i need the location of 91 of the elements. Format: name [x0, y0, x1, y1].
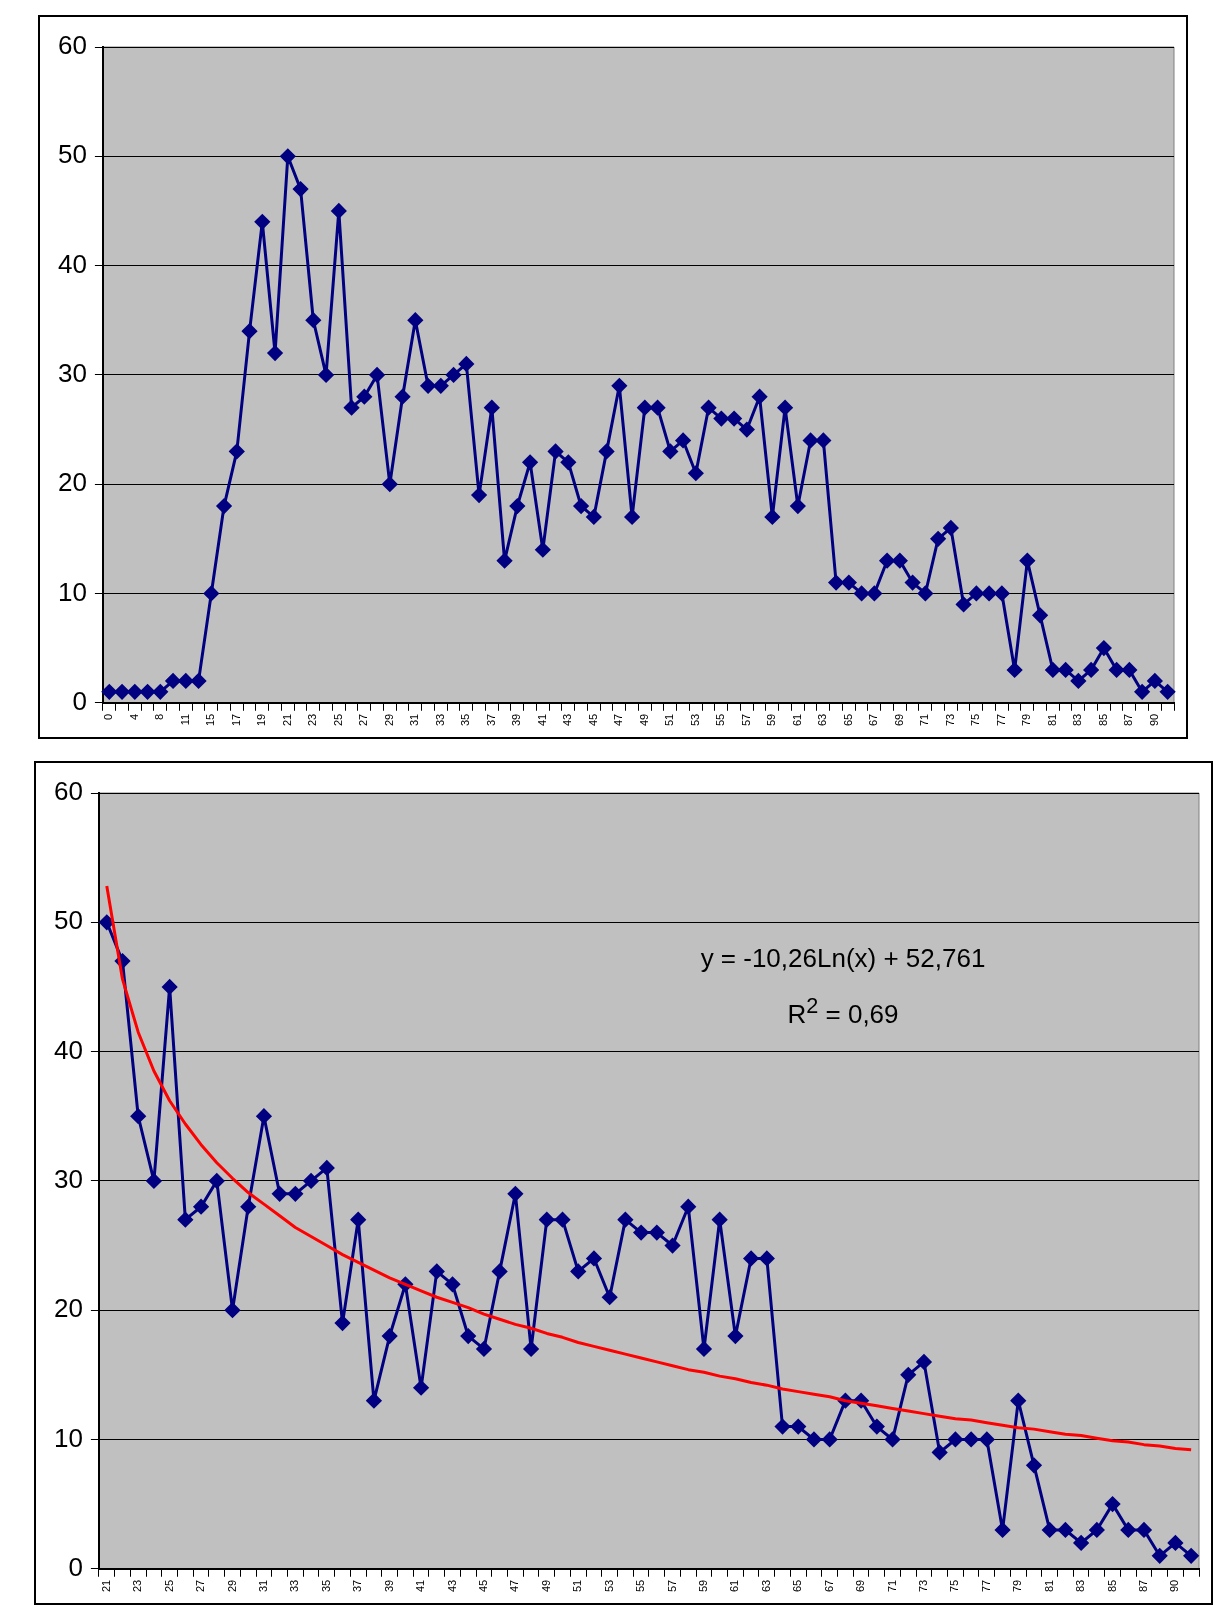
x-tick-label: 37: [351, 1579, 364, 1593]
x-tick-label: 21: [99, 1579, 112, 1593]
x-tick-label: 15: [204, 713, 217, 727]
x-tick-label: 45: [476, 1579, 489, 1593]
x-tick-label: 75: [948, 1579, 961, 1593]
x-tick-label: 59: [697, 1579, 709, 1593]
x-tick-label: 87: [1122, 713, 1135, 727]
x-tick-label: 21: [280, 713, 293, 727]
x-tick-label: 31: [408, 713, 421, 727]
x-tick-label: 67: [822, 1579, 835, 1593]
x-tick-label: 71: [918, 713, 931, 727]
x-tick-label: 57: [665, 1579, 678, 1593]
x-tick-label: 79: [1011, 1579, 1024, 1593]
x-tick-label: 35: [459, 713, 472, 727]
x-tick-label: 39: [510, 713, 523, 727]
annotation: R$^{2}$ = 0,69: [787, 993, 899, 1030]
x-tick-label: 27: [357, 713, 370, 727]
x-tick-label: 55: [714, 713, 727, 727]
x-tick-label: 85: [1105, 1579, 1118, 1593]
x-tick-label: 77: [994, 713, 1007, 727]
x-tick-label: 65: [841, 713, 854, 727]
y-tick-label: 10: [58, 576, 87, 607]
x-tick-label: 73: [943, 713, 956, 727]
x-tick-label: 49: [637, 713, 650, 727]
x-tick-label: 29: [382, 713, 395, 727]
x-tick-label: 19: [255, 713, 268, 727]
x-tick-label: 57: [739, 713, 752, 727]
x-tick-label: 87: [1137, 1579, 1150, 1593]
x-tick-label: 37: [484, 713, 497, 727]
x-tick-label: 25: [331, 713, 344, 727]
x-tick-label: 63: [816, 713, 829, 727]
x-tick-label: 23: [131, 1579, 144, 1593]
x-tick-label: 90: [1147, 713, 1160, 727]
x-tick-label: 33: [433, 713, 446, 727]
y-tick-label: 60: [58, 30, 87, 61]
x-tick-label: 65: [791, 1579, 804, 1593]
x-tick-label: 61: [790, 713, 803, 727]
x-tick-label: 29: [225, 1579, 238, 1593]
x-tick-label: 81: [1042, 1579, 1055, 1593]
x-tick-label: 0: [102, 713, 115, 720]
y-tick-label: 50: [58, 139, 87, 170]
x-tick-label: 47: [508, 1579, 521, 1593]
x-tick-label: 47: [612, 713, 625, 727]
x-tick-label: 17: [229, 713, 242, 727]
x-tick-label: 63: [759, 1579, 772, 1593]
x-tick-label: 83: [1074, 1579, 1087, 1593]
x-tick-label: 90: [1168, 1579, 1181, 1593]
x-tick-label: 61: [728, 1579, 741, 1593]
x-tick-label: 51: [571, 1579, 584, 1593]
y-tick-label: 40: [54, 1034, 83, 1065]
x-tick-label: 75: [969, 713, 982, 727]
x-tick-label: 69: [854, 1579, 867, 1593]
x-tick-label: 49: [539, 1579, 552, 1593]
x-tick-label: 39: [382, 1579, 395, 1593]
annotation: y = -10,26Ln(x) + 52,761: [700, 943, 986, 974]
x-tick-label: 23: [306, 713, 319, 727]
x-tick-label: 41: [414, 1579, 427, 1593]
x-tick-label: 8: [153, 713, 166, 720]
x-tick-label: 27: [194, 1579, 207, 1593]
y-tick-label: 30: [54, 1164, 83, 1195]
x-tick-label: 45: [586, 713, 599, 727]
x-tick-label: 85: [1096, 713, 1109, 727]
x-tick-label: 55: [634, 1579, 647, 1593]
x-tick-label: 33: [288, 1579, 301, 1593]
x-tick-label: 73: [917, 1579, 930, 1593]
x-tick-label: 51: [663, 713, 676, 727]
x-tick-label: 67: [867, 713, 880, 727]
x-tick-label: 53: [688, 713, 701, 727]
x-tick-label: 53: [602, 1579, 615, 1593]
y-tick-label: 20: [58, 467, 87, 498]
x-tick-label: 41: [535, 713, 548, 727]
x-tick-label: 81: [1045, 713, 1058, 727]
x-tick-label: 71: [885, 1579, 898, 1593]
y-tick-label: 40: [58, 248, 87, 279]
x-tick-label: 31: [256, 1579, 269, 1593]
x-tick-label: 4: [127, 713, 140, 720]
x-tick-label: 77: [979, 1579, 992, 1593]
x-tick-label: 35: [319, 1579, 332, 1593]
x-tick-label: 83: [1071, 713, 1084, 727]
x-tick-label: 43: [445, 1579, 458, 1593]
y-tick-label: 50: [54, 905, 83, 936]
y-tick-label: 10: [54, 1422, 83, 1453]
x-tick-label: 59: [765, 713, 778, 727]
x-tick-label: 25: [162, 1579, 175, 1593]
y-tick-label: 30: [58, 358, 87, 389]
x-tick-label: 43: [561, 713, 574, 727]
x-tick-label: 11: [178, 713, 191, 726]
x-tick-label: 69: [892, 713, 905, 727]
x-tick-label: 79: [1020, 713, 1033, 727]
y-tick-label: 60: [54, 776, 83, 807]
y-tick-label: 20: [54, 1293, 83, 1324]
